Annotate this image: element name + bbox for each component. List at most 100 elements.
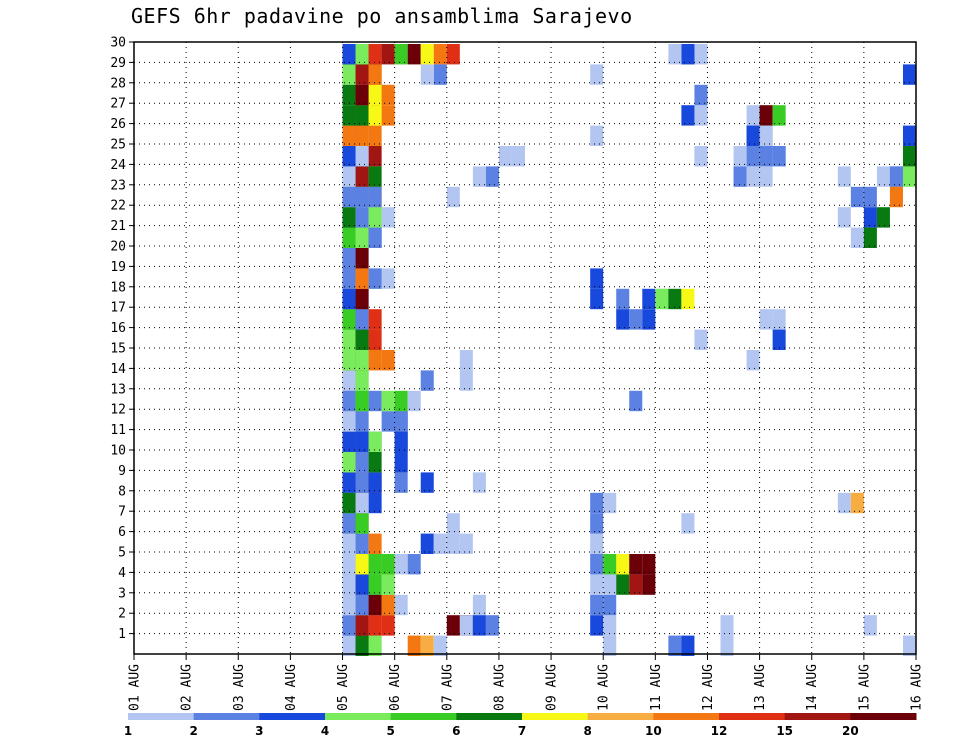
colorbar-swatch [456,713,523,720]
heatmap-cell [394,44,408,65]
heatmap-cell [381,411,395,432]
heatmap-cell [746,125,760,146]
heatmap-cell [902,146,916,167]
heatmap-cell [342,268,356,289]
colorbar-swatch [325,713,392,720]
heatmap-cell [355,309,369,330]
heatmap-cell [381,44,395,65]
heatmap-cell [368,574,382,595]
heatmap-cell [603,594,617,616]
heatmap-cell [694,329,708,350]
heatmap-cell [342,329,356,350]
y-tick-label: 30 [110,36,126,51]
heatmap-cell [889,186,903,208]
heatmap-cell [368,64,382,85]
y-tick-label: 10 [110,444,126,459]
heatmap-cell [603,574,617,595]
heatmap-cell [629,574,643,595]
y-tick-label: 21 [110,219,126,234]
heatmap-cell [342,146,356,167]
heatmap-cell [394,411,408,432]
colorbar-label: 12 [711,724,728,738]
heatmap-cell [668,635,682,656]
heatmap-cell [694,44,708,65]
colorbar-swatch [390,713,457,720]
y-tick-label: 1 [118,627,126,642]
heatmap-cell [642,288,656,310]
heatmap-cell [694,105,708,126]
heatmap-cell [342,166,356,187]
y-tick-label: 29 [110,56,126,71]
colorbar-swatch [128,713,195,720]
heatmap-cell [342,248,356,269]
heatmap-cell [485,166,499,187]
heatmap-cell [368,105,382,126]
y-tick-label: 28 [110,76,126,91]
heatmap-cell [772,309,786,330]
heatmap-cell [355,574,369,595]
heatmap-cell [342,288,356,310]
heatmap-cell [498,146,512,167]
x-tick-label: 14 AUG [805,664,820,711]
heatmap-cell [433,64,447,85]
heatmap-cell [902,166,916,187]
heatmap-cell [355,350,369,371]
colorbar-label: 20 [842,724,859,738]
heatmap-cell [668,288,682,310]
heatmap-cell [368,186,382,208]
heatmap-cell [355,227,369,248]
y-tick-label: 4 [118,566,126,581]
heatmap-cell [342,186,356,208]
heatmap-cell [355,105,369,126]
heatmap-cell [642,574,656,595]
heatmap-cell [590,615,604,636]
heatmap-cell [472,472,486,493]
heatmap-cell [459,615,473,636]
y-tick-label: 20 [110,240,126,255]
heatmap-cell [759,166,773,187]
heatmap-cell [902,125,916,146]
x-tick-label: 01 AUG [128,664,143,711]
heatmap-cell [355,533,369,554]
heatmap-cell [355,186,369,208]
heatmap-cell [355,411,369,432]
y-tick-label: 7 [118,505,126,520]
heatmap-cell [407,554,421,575]
heatmap-cell [407,390,421,412]
heatmap-cell [355,146,369,167]
y-tick-label: 15 [110,342,126,357]
colorbar-label: 4 [321,724,329,738]
x-tick-label: 05 AUG [336,664,351,711]
heatmap-cell [850,186,864,208]
heatmap-cell [342,533,356,554]
heatmap-cell [355,492,369,514]
colorbar-swatch [522,713,589,720]
heatmap-cell [746,166,760,187]
heatmap-cell [681,44,695,65]
colorbar-label: 8 [583,724,591,738]
heatmap-cell [342,411,356,432]
heatmap-cell [394,472,408,493]
heatmap-cell [342,125,356,146]
x-tick-label: 06 AUG [388,664,403,711]
heatmap-cell [368,635,382,656]
heatmap-cell [837,207,851,228]
heatmap-cell [889,166,903,187]
heatmap-cell [368,166,382,187]
heatmap-cell [863,615,877,636]
colorbar-swatch [587,713,654,720]
heatmap-cell [681,513,695,534]
heatmap-cell [342,472,356,493]
x-tick-label: 04 AUG [284,664,299,711]
colorbar-label: 6 [452,724,460,738]
heatmap-cell [368,554,382,575]
colorbar-label: 10 [645,724,662,738]
heatmap-cell [837,492,851,514]
heatmap-cell [355,84,369,106]
heatmap-cell [342,574,356,595]
x-tick-label: 10 AUG [597,664,612,711]
heatmap-cell [616,574,630,595]
heatmap-cell [381,594,395,616]
x-tick-label: 13 AUG [753,664,768,711]
